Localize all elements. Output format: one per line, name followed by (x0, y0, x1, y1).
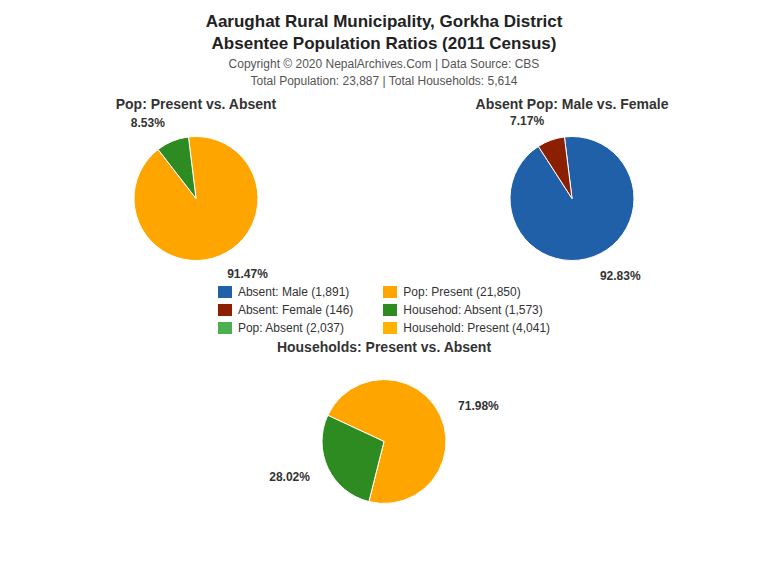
svg-text:91.47%: 91.47% (227, 267, 268, 281)
html-text:Absent: Male (1,891): Absent: Male (1,891) (237, 285, 350, 299)
html-text:Pop: Absent (2,037): Pop: Absent (2,037) (237, 321, 344, 335)
html-text:Absent Pop: Male vs. Female: Absent Pop: Male vs. Female (475, 96, 669, 112)
html-text:Copyright © 2020 NepalArchives: Copyright © 2020 NepalArchives.Com | Dat… (228, 57, 540, 71)
html-text:Household: Present (4,041): Household: Present (4,041) (403, 321, 551, 335)
html-text:Absent: Female (146): Absent: Female (146) (237, 303, 354, 317)
html-text:Absentee Population Ratios (20: Absentee Population Ratios (2011 Census) (211, 34, 557, 53)
html-text:Total Population: 23,887 | Tot: Total Population: 23,887 | Total Househo… (250, 74, 518, 88)
html-text:Pop: Present (21,850): Pop: Present (21,850) (403, 285, 521, 299)
html-text:Househod: Absent (1,573): Househod: Absent (1,573) (403, 303, 543, 317)
svg-text:8.53%: 8.53% (131, 116, 165, 130)
html-text:Aarughat Rural Municipality, G: Aarughat Rural Municipality, Gorkha Dist… (205, 12, 563, 31)
html-text:Pop: Present vs. Absent: Pop: Present vs. Absent (115, 96, 277, 112)
html-text:Households: Present vs. Absent: Households: Present vs. Absent (276, 339, 492, 355)
svg-text:7.17%: 7.17% (510, 116, 544, 128)
svg-text:28.02%: 28.02% (269, 470, 310, 484)
svg-text:92.83%: 92.83% (600, 269, 641, 281)
svg-text:71.98%: 71.98% (458, 399, 499, 413)
